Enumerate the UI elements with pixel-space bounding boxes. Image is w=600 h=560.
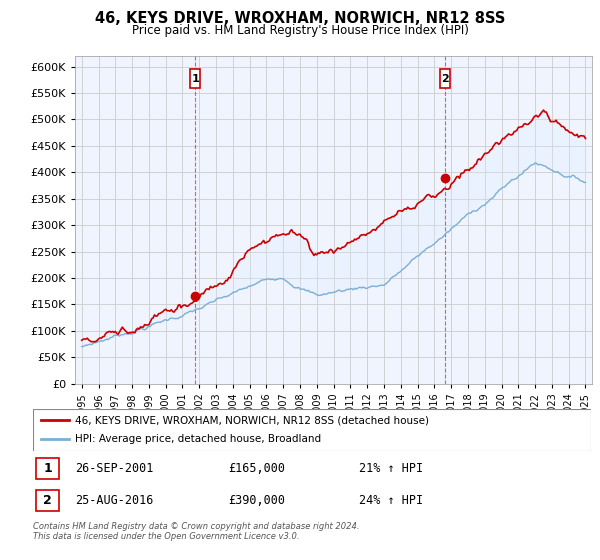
Text: Price paid vs. HM Land Registry's House Price Index (HPI): Price paid vs. HM Land Registry's House … <box>131 24 469 36</box>
Text: HPI: Average price, detached house, Broadland: HPI: Average price, detached house, Broa… <box>75 435 321 445</box>
Text: 1: 1 <box>43 462 52 475</box>
FancyBboxPatch shape <box>190 69 200 88</box>
Text: 46, KEYS DRIVE, WROXHAM, NORWICH, NR12 8SS: 46, KEYS DRIVE, WROXHAM, NORWICH, NR12 8… <box>95 11 505 26</box>
Text: 2: 2 <box>43 494 52 507</box>
Text: 26-SEP-2001: 26-SEP-2001 <box>75 462 153 475</box>
FancyBboxPatch shape <box>33 409 591 451</box>
FancyBboxPatch shape <box>36 491 59 511</box>
Text: 24% ↑ HPI: 24% ↑ HPI <box>359 494 424 507</box>
Text: 2: 2 <box>442 74 449 84</box>
Text: 21% ↑ HPI: 21% ↑ HPI <box>359 462 424 475</box>
FancyBboxPatch shape <box>440 69 451 88</box>
Text: £390,000: £390,000 <box>229 494 286 507</box>
Text: 1: 1 <box>191 74 199 84</box>
Text: 46, KEYS DRIVE, WROXHAM, NORWICH, NR12 8SS (detached house): 46, KEYS DRIVE, WROXHAM, NORWICH, NR12 8… <box>75 415 429 425</box>
Text: £165,000: £165,000 <box>229 462 286 475</box>
Text: 25-AUG-2016: 25-AUG-2016 <box>75 494 153 507</box>
FancyBboxPatch shape <box>36 458 59 479</box>
Text: Contains HM Land Registry data © Crown copyright and database right 2024.
This d: Contains HM Land Registry data © Crown c… <box>33 522 359 542</box>
